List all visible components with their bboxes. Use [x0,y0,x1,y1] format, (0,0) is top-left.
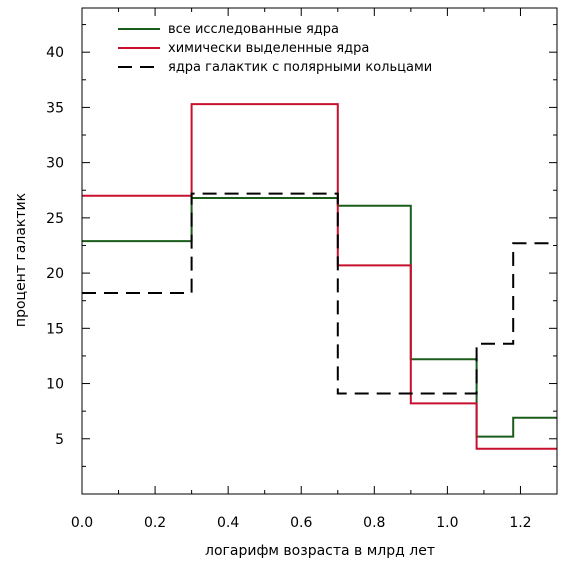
plot-frame [81,7,558,495]
series-1-line [82,197,557,438]
x-axis: 0.0 0.2 0.4 0.6 0.8 1.0 1.2 [71,8,532,531]
legend-label-2: химически выделенные ядра [168,41,369,56]
legend-label-1: все исследованные ядра [168,22,339,37]
x-tick-label: 0.2 [144,515,166,531]
legend: все исследованные ядра химически выделенн… [118,22,432,75]
x-tick-label: 0.4 [217,515,239,531]
x-tick-label: 0.0 [71,515,93,531]
y-tick-label: 40 [46,45,64,61]
y-tick-label: 30 [46,156,64,172]
y-axis: 5 10 15 20 25 30 35 40 [46,24,557,467]
x-tick-label: 0.6 [290,515,312,531]
y-axis-title: процент галактик [13,193,29,327]
x-axis-title: логарифм возраста в млрд лет [205,543,435,559]
series-3-line [82,192,557,395]
series-layer [82,103,557,450]
x-tick-label: 1.0 [436,515,458,531]
y-tick-label: 35 [46,100,64,116]
x-tick-label: 1.2 [509,515,531,531]
legend-label-3: ядра галактик с полярными кольцами [168,60,432,75]
series-2-line [82,103,557,450]
y-tick-label: 20 [46,266,64,282]
y-tick-label: 10 [46,377,64,393]
y-tick-label: 25 [46,211,64,227]
x-tick-label: 0.8 [363,515,385,531]
y-tick-label: 5 [55,432,64,448]
y-tick-label: 15 [46,321,64,337]
